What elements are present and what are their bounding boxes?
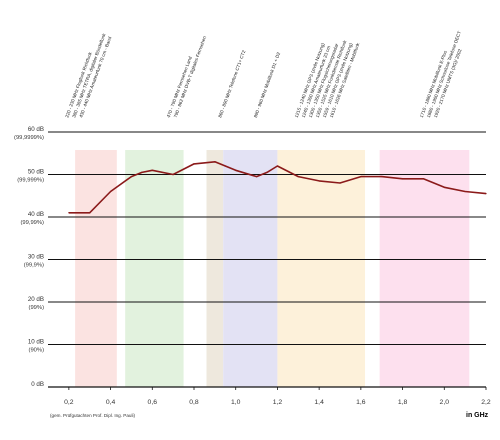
y-tick-label-percent: (99,9999%) <box>14 135 44 141</box>
series-line-1 <box>68 161 487 214</box>
x-tick-label: 1,8 <box>398 399 408 406</box>
data-point <box>255 176 258 178</box>
data-point <box>318 180 320 182</box>
x-tick-label: 0,8 <box>189 399 199 406</box>
y-tick-label-percent: (99,999%) <box>17 178 44 184</box>
data-point <box>89 212 91 214</box>
x-tick-label: 0,6 <box>148 399 158 406</box>
frequency-band-6 <box>379 150 470 387</box>
y-tick-label-percent: (99,99%) <box>20 220 44 226</box>
x-tick-label: 0,4 <box>106 399 116 406</box>
data-point <box>381 176 383 178</box>
data-point <box>224 165 226 167</box>
data-point <box>276 165 279 167</box>
band-label-6-2: 1880 - 1900 MHz Schnurlose Telefone DECT <box>426 30 462 118</box>
data-point <box>68 212 70 214</box>
data-point <box>443 186 445 188</box>
band-label-1-2: 380 - 385 MHz TETRA, digitaler Bündelfun… <box>71 32 106 118</box>
y-tick-label-percent: (99%) <box>29 305 45 311</box>
data-point <box>485 193 487 195</box>
y-tick-label-percent: (99,9%) <box>24 263 44 269</box>
x-tick-label: 1,0 <box>231 399 241 406</box>
data-point <box>193 163 195 165</box>
band-label-2-2: 790 - 862 MHz DVB-T digitales Fernsehen <box>173 35 207 118</box>
y-tick-label-db: 50 dB <box>28 169 44 176</box>
frequency-band-5 <box>277 150 366 387</box>
data-point <box>172 173 174 176</box>
x-tick-label: 0,2 <box>64 399 74 406</box>
y-tick-label-percent: (90%) <box>29 348 45 354</box>
y-tick-label-db: 40 dB <box>28 211 44 218</box>
source-footnote: (gem. Prüfgutachten Prof. Dipl. Ing. Pau… <box>50 413 135 418</box>
data-point <box>141 171 143 173</box>
y-tick-label-db: 30 dB <box>28 254 44 261</box>
data-point <box>266 171 268 173</box>
y-tick-label-db: 0 dB <box>31 381 44 388</box>
data-point <box>401 178 404 180</box>
x-tick-label: 1,2 <box>273 399 283 406</box>
y-tick-label-db: 10 dB <box>28 339 44 346</box>
data-point <box>130 176 133 178</box>
data-point <box>339 182 341 184</box>
frequency-band-2 <box>125 150 184 387</box>
y-tick-label-db: 60 dB <box>28 126 44 133</box>
x-axis-labels: 0,2 0,4 0,6 0,8 1,0 1,2 1,4 1,6 1,8 2,0 2,2 <box>64 399 491 406</box>
y-axis-labels: 60 dB (99,9999%) 50 dB (99,999%) 40 dB (99,99… <box>14 126 44 388</box>
x-tick-label: 1,4 <box>314 399 324 406</box>
data-point <box>214 161 216 163</box>
data-point <box>235 169 237 171</box>
x-tick-label: 2,0 <box>440 399 450 406</box>
grid-lines <box>48 131 487 390</box>
frequency-band-1 <box>75 150 117 387</box>
y-tick-label-db: 20 dB <box>28 296 44 303</box>
data-point <box>151 169 153 171</box>
x-unit-label: in GHz <box>466 412 489 419</box>
data-point <box>297 176 299 178</box>
x-tick-label: 2,2 <box>481 399 491 406</box>
data-point <box>464 190 466 193</box>
frequency-bands <box>75 150 470 387</box>
band-label-3-1: 860 - 890 MHz Telefone CT1+ CT2 <box>217 49 246 118</box>
frequency-band-4 <box>223 150 278 387</box>
x-tick-label: 1,6 <box>356 399 366 406</box>
data-point <box>422 178 425 180</box>
series-group <box>68 161 487 214</box>
band-label-4-1: 890 - 960 MHz Mobilfunk D1 + D2 <box>253 51 282 118</box>
data-point <box>360 176 362 178</box>
frequency-band-3 <box>206 150 224 387</box>
data-point <box>109 190 112 193</box>
